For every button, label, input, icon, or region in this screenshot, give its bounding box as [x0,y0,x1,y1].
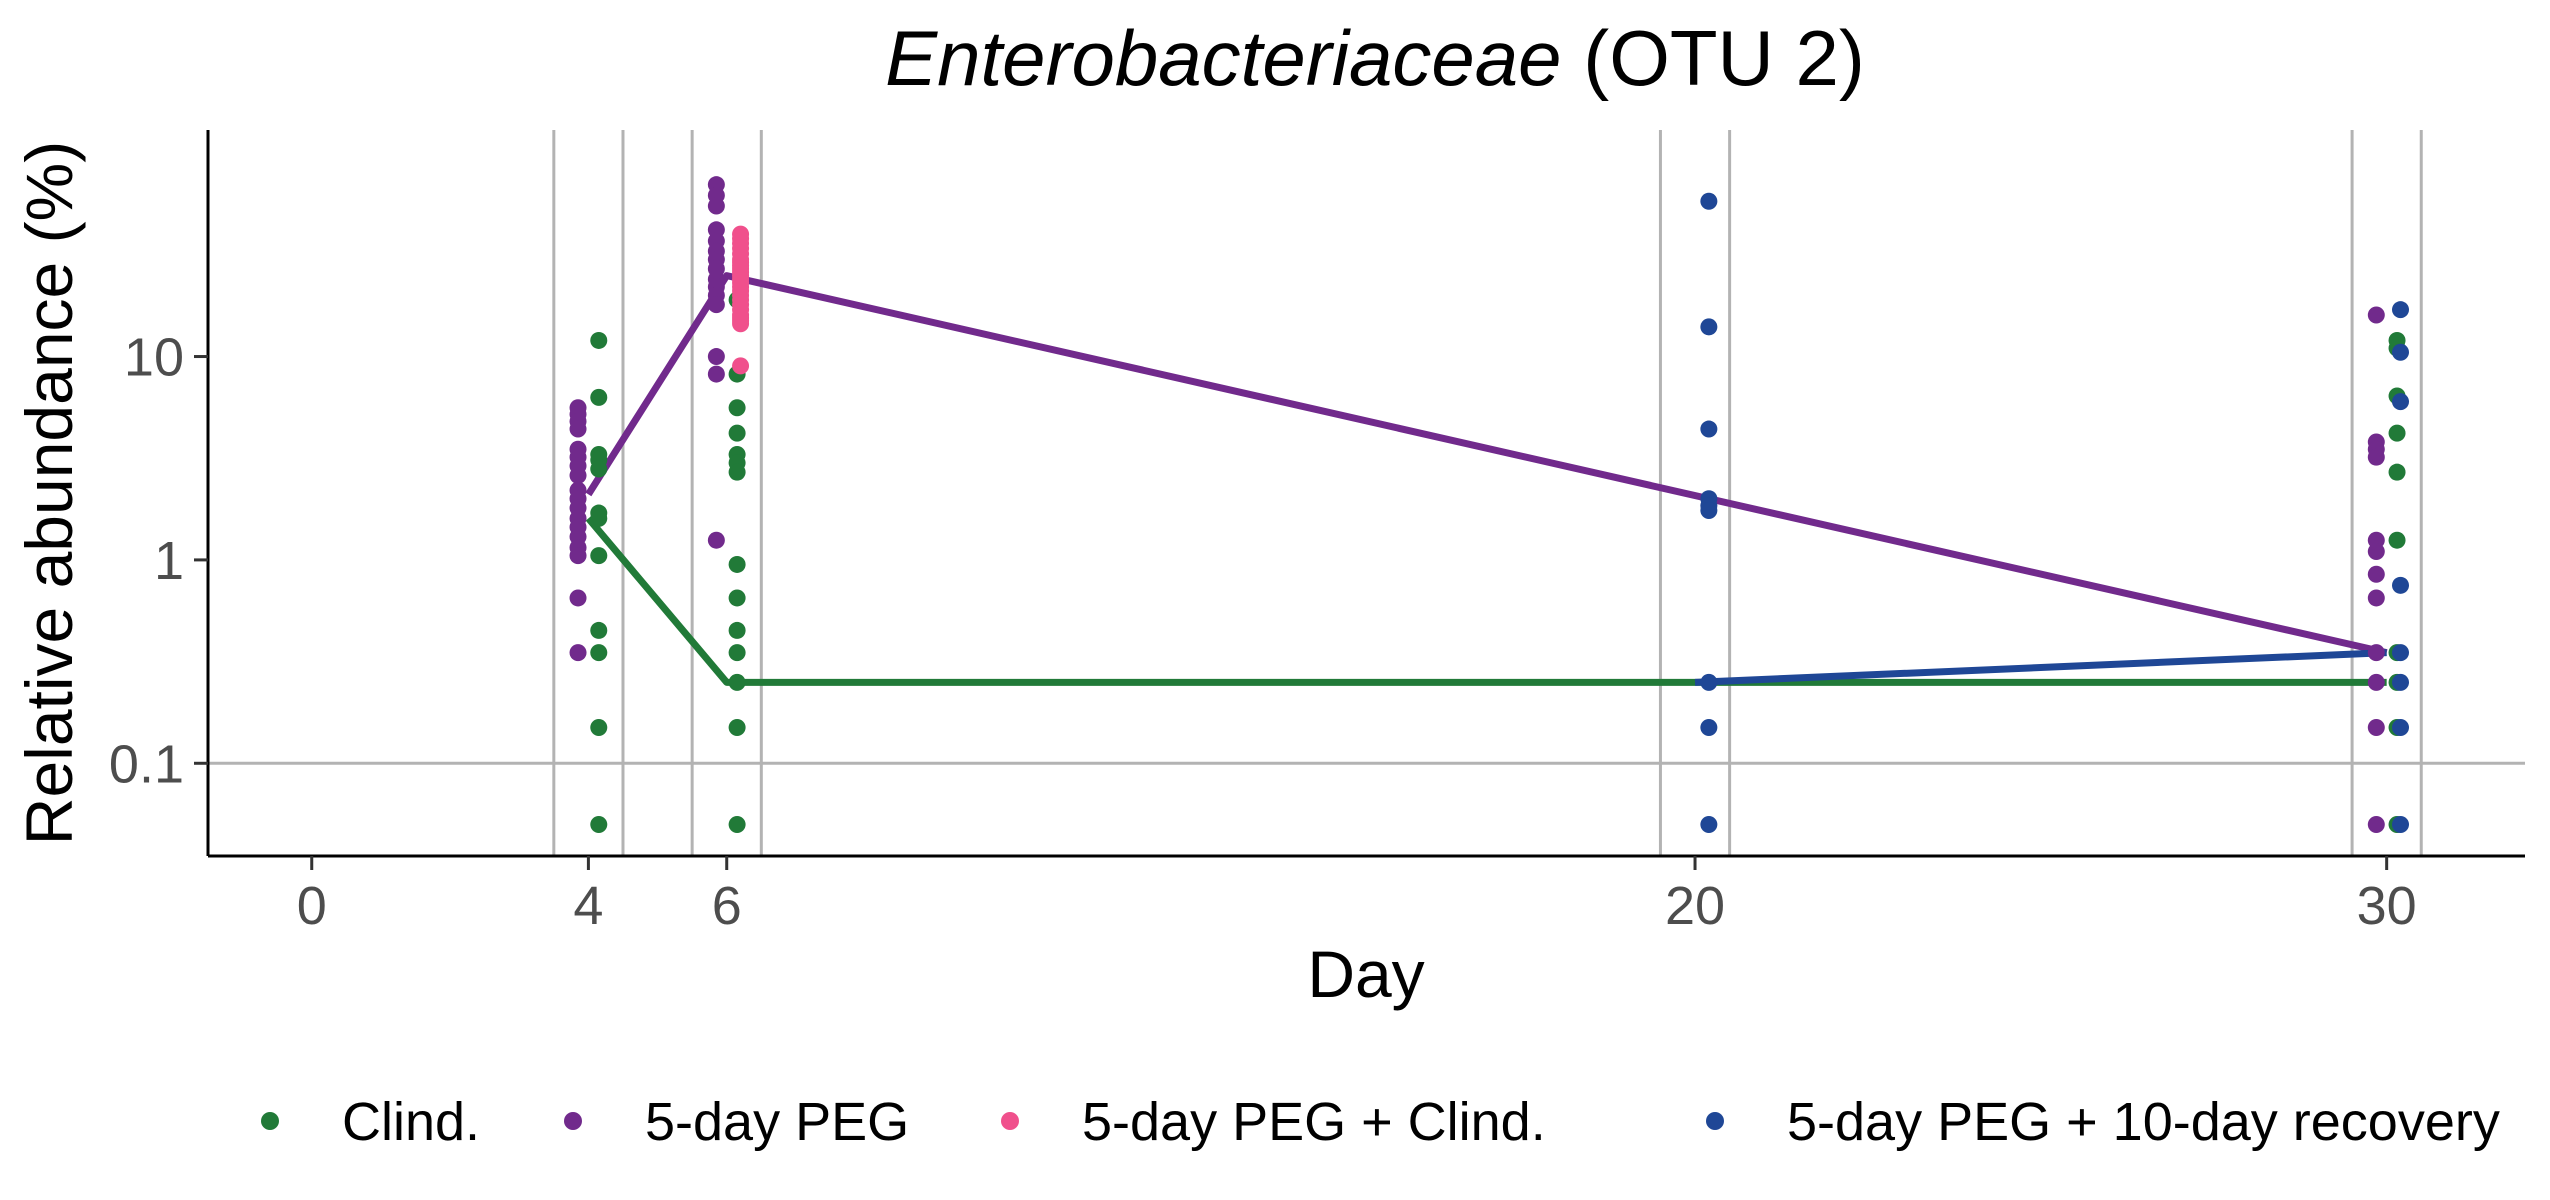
y-axis-title: Relative abundance (%) [12,141,86,845]
data-point-peg_recovery [2392,343,2410,361]
data-point-peg_recovery [1700,718,1718,736]
median-line-peg [585,272,2388,657]
y-tick-label: 10 [124,328,184,388]
legend-marker-peg_clind [1001,1112,1019,1130]
data-point-peg [2367,815,2385,833]
data-point-clind [590,509,608,527]
data-point-clind [728,815,746,833]
data-point-peg_clind [732,315,750,333]
data-point-clind [590,388,608,406]
data-point-clind [728,463,746,481]
legend-label-peg_recovery: 5-day PEG + 10-day recovery [1787,1092,2500,1152]
legend-label-peg_clind: 5-day PEG + Clind. [1082,1092,1546,1152]
data-point-peg_recovery [2392,644,2410,662]
data-point-clind [728,555,746,573]
x-axis-title: Day [1307,937,1424,1011]
data-point-peg [2367,542,2385,560]
x-tick-label: 0 [297,876,327,936]
data-point-peg [2367,448,2385,466]
x-tick-label: 20 [1665,876,1725,936]
median-line-peg_recovery [1694,649,2387,686]
data-point-clind [728,644,746,662]
legend-marker-peg_recovery [1706,1112,1724,1130]
x-tick-label: 6 [712,876,742,936]
data-point-peg_recovery [2392,576,2410,594]
legend-label-peg: 5-day PEG [645,1092,909,1152]
data-point-clind [728,673,746,691]
data-point-clind [728,589,746,607]
legend-marker-peg [564,1112,582,1130]
chart-title: Enterobacteriaceae (OTU 2) [885,14,1865,102]
axis-ticks: 0 4 6 20 30 0.1 1 10 [109,328,2417,936]
data-point-peg [569,420,587,438]
data-point-peg [569,547,587,565]
legend-marker-clind [261,1112,279,1130]
data-point-peg_recovery [2392,718,2410,736]
data-point-peg [2367,673,2385,691]
data-point-peg [2367,589,2385,607]
data-point-clind [590,331,608,349]
data-point-peg [569,644,587,662]
data-point-clind [590,621,608,639]
data-point-peg [2367,718,2385,736]
legend-label-clind: Clind. [342,1092,480,1152]
data-point-peg_recovery [1700,501,1718,519]
data-point-peg [2367,306,2385,324]
data-point-peg_recovery [1700,673,1718,691]
data-point-clind [590,644,608,662]
data-point-peg_recovery [2392,393,2410,411]
data-point-peg [2367,644,2385,662]
data-point-peg_clind [732,357,750,375]
data-point-peg [569,467,587,485]
data-point-peg_recovery [1700,815,1718,833]
data-point-clind [2388,531,2406,549]
data-point-peg [707,365,725,383]
data-point-peg [2367,565,2385,583]
data-point-clind [728,399,746,417]
data-point-peg_recovery [2392,815,2410,833]
data-point-clind [2388,463,2406,481]
grid-layer [208,130,2525,856]
data-point-clind [590,547,608,565]
y-tick-label: 0.1 [109,734,184,794]
data-point-clind [590,460,608,478]
chart-title-italic: Enterobacteriaceae [885,14,1561,102]
data-point-peg [707,531,725,549]
data-point-clind [590,815,608,833]
data-point-clind [728,424,746,442]
legend: Clind. 5-day PEG 5-day PEG + Clind. 5-day P… [261,1092,2500,1152]
data-point-clind [2388,424,2406,442]
data-point-peg_recovery [1700,420,1718,438]
data-point-peg_recovery [2392,673,2410,691]
data-point-peg_recovery [2392,301,2410,319]
data-point-peg [569,589,587,607]
data-point-clind [590,718,608,736]
data-point-peg_recovery [1700,318,1718,336]
data-point-peg [707,348,725,366]
x-tick-label: 4 [573,876,603,936]
data-point-clind [728,718,746,736]
data-point-peg [707,296,725,314]
chart-title-rest: (OTU 2) [1562,14,1865,102]
x-tick-label: 30 [2357,876,2417,936]
data-point-peg_recovery [1700,192,1718,210]
median-lines [585,272,2388,686]
median-line-clind [585,516,2387,686]
data-point-clind [728,621,746,639]
y-tick-label: 1 [154,531,184,591]
data-points [569,176,2410,833]
data-point-peg [707,197,725,215]
